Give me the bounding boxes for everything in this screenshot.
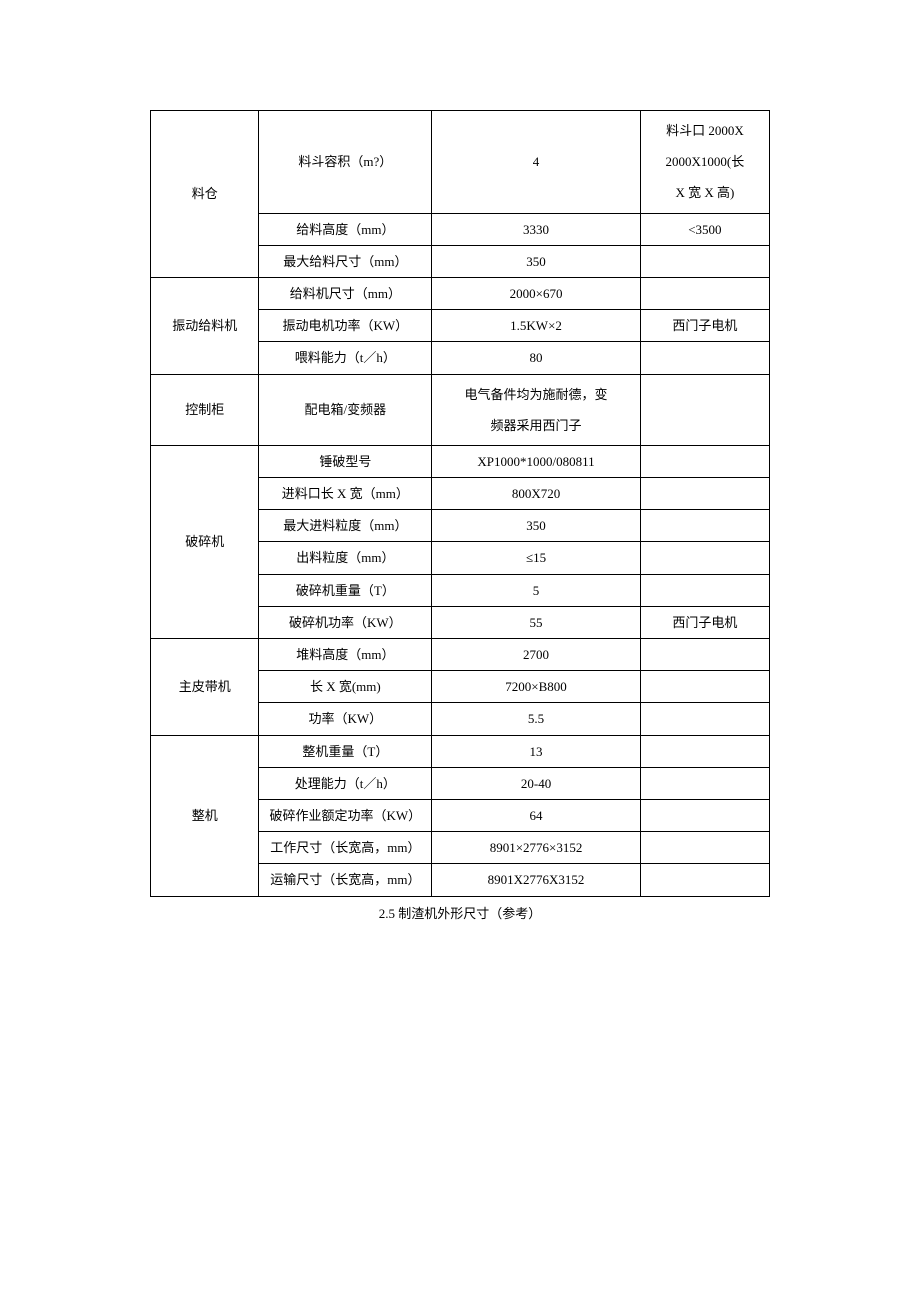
note-cell bbox=[640, 767, 769, 799]
note-cell bbox=[640, 639, 769, 671]
value-cell: 2000×670 bbox=[432, 277, 640, 309]
param-cell: 给料高度（mm） bbox=[259, 213, 432, 245]
group-name-cell: 主皮带机 bbox=[151, 639, 259, 736]
note-cell bbox=[640, 799, 769, 831]
value-cell: 80 bbox=[432, 342, 640, 374]
table-caption: 2.5 制渣机外形尺寸（参考） bbox=[150, 903, 770, 922]
value-cell: 电气备件均为施耐德，变频器采用西门子 bbox=[432, 374, 640, 445]
value-cell: 4 bbox=[432, 111, 640, 214]
group-name-cell: 料仓 bbox=[151, 111, 259, 278]
note-cell: 料斗口 2000X2000X1000(长X 宽 X 高) bbox=[640, 111, 769, 214]
note-cell: 西门子电机 bbox=[640, 606, 769, 638]
param-cell: 出料粒度（mm） bbox=[259, 542, 432, 574]
value-cell: 55 bbox=[432, 606, 640, 638]
note-cell bbox=[640, 478, 769, 510]
param-cell: 破碎机重量（T） bbox=[259, 574, 432, 606]
table-row: 控制柜配电箱/变频器电气备件均为施耐德，变频器采用西门子 bbox=[151, 374, 770, 445]
value-cell: 20-40 bbox=[432, 767, 640, 799]
table-row: 振动给料机给料机尺寸（mm）2000×670 bbox=[151, 277, 770, 309]
note-cell bbox=[640, 574, 769, 606]
param-cell: 进料口长 X 宽（mm） bbox=[259, 478, 432, 510]
param-cell: 配电箱/变频器 bbox=[259, 374, 432, 445]
note-cell bbox=[640, 374, 769, 445]
spec-table: 料仓料斗容积（m?）4料斗口 2000X2000X1000(长X 宽 X 高)给… bbox=[150, 110, 770, 897]
param-cell: 最大给料尺寸（mm） bbox=[259, 245, 432, 277]
value-cell: 350 bbox=[432, 245, 640, 277]
value-cell: 800X720 bbox=[432, 478, 640, 510]
param-cell: 料斗容积（m?） bbox=[259, 111, 432, 214]
value-cell: 5 bbox=[432, 574, 640, 606]
param-cell: 整机重量（T） bbox=[259, 735, 432, 767]
value-cell: 8901×2776×3152 bbox=[432, 832, 640, 864]
param-cell: 振动电机功率（KW） bbox=[259, 310, 432, 342]
note-cell bbox=[640, 864, 769, 896]
param-cell: 功率（KW） bbox=[259, 703, 432, 735]
value-cell: 8901X2776X3152 bbox=[432, 864, 640, 896]
value-cell: 13 bbox=[432, 735, 640, 767]
param-cell: 处理能力（t／h） bbox=[259, 767, 432, 799]
param-cell: 破碎机功率（KW） bbox=[259, 606, 432, 638]
value-cell: 350 bbox=[432, 510, 640, 542]
note-cell: 西门子电机 bbox=[640, 310, 769, 342]
param-cell: 堆料高度（mm） bbox=[259, 639, 432, 671]
value-cell: 64 bbox=[432, 799, 640, 831]
group-name-cell: 整机 bbox=[151, 735, 259, 896]
param-cell: 给料机尺寸（mm） bbox=[259, 277, 432, 309]
table-row: 料仓料斗容积（m?）4料斗口 2000X2000X1000(长X 宽 X 高) bbox=[151, 111, 770, 214]
param-cell: 最大进料粒度（mm） bbox=[259, 510, 432, 542]
value-cell: 7200×B800 bbox=[432, 671, 640, 703]
note-cell bbox=[640, 445, 769, 477]
param-cell: 喂料能力（t／h） bbox=[259, 342, 432, 374]
note-cell bbox=[640, 832, 769, 864]
param-cell: 锤破型号 bbox=[259, 445, 432, 477]
note-cell bbox=[640, 277, 769, 309]
note-cell bbox=[640, 703, 769, 735]
note-cell bbox=[640, 735, 769, 767]
param-cell: 长 X 宽(mm) bbox=[259, 671, 432, 703]
page-container: 料仓料斗容积（m?）4料斗口 2000X2000X1000(长X 宽 X 高)给… bbox=[0, 0, 920, 962]
note-cell bbox=[640, 245, 769, 277]
note-cell bbox=[640, 671, 769, 703]
note-cell bbox=[640, 542, 769, 574]
table-row: 整机整机重量（T）13 bbox=[151, 735, 770, 767]
spec-table-body: 料仓料斗容积（m?）4料斗口 2000X2000X1000(长X 宽 X 高)给… bbox=[151, 111, 770, 897]
value-cell: 2700 bbox=[432, 639, 640, 671]
group-name-cell: 控制柜 bbox=[151, 374, 259, 445]
param-cell: 运输尺寸（长宽高，mm） bbox=[259, 864, 432, 896]
value-cell: 5.5 bbox=[432, 703, 640, 735]
param-cell: 工作尺寸（长宽高，mm） bbox=[259, 832, 432, 864]
note-cell bbox=[640, 510, 769, 542]
note-cell: <3500 bbox=[640, 213, 769, 245]
value-cell: ≤15 bbox=[432, 542, 640, 574]
table-row: 主皮带机堆料高度（mm）2700 bbox=[151, 639, 770, 671]
param-cell: 破碎作业额定功率（KW） bbox=[259, 799, 432, 831]
group-name-cell: 振动给料机 bbox=[151, 277, 259, 374]
value-cell: 1.5KW×2 bbox=[432, 310, 640, 342]
value-cell: XP1000*1000/080811 bbox=[432, 445, 640, 477]
value-cell: 3330 bbox=[432, 213, 640, 245]
table-row: 破碎机锤破型号XP1000*1000/080811 bbox=[151, 445, 770, 477]
note-cell bbox=[640, 342, 769, 374]
group-name-cell: 破碎机 bbox=[151, 445, 259, 638]
